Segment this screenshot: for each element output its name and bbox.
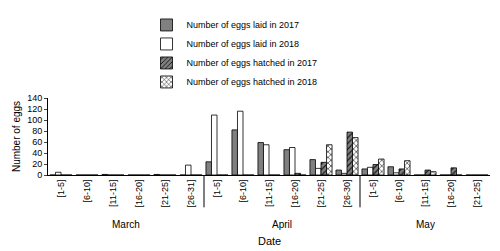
svg-text:May: May (416, 219, 435, 230)
svg-text:March: March (112, 219, 140, 230)
svg-text:[26-30]: [26-30] (342, 180, 352, 208)
svg-text:Date: Date (258, 235, 281, 247)
svg-text:[26-31]: [26-31] (186, 180, 196, 208)
svg-text:[21-25]: [21-25] (472, 180, 482, 208)
svg-text:[6-10]: [6-10] (82, 180, 92, 203)
svg-text:[6-10]: [6-10] (238, 180, 248, 203)
svg-text:0: 0 (37, 170, 42, 180)
svg-text:[6-10]: [6-10] (394, 180, 404, 203)
svg-text:[1-5]: [1-5] (212, 180, 222, 198)
svg-text:[16-20]: [16-20] (446, 180, 456, 208)
svg-text:Number of eggs hatched in 2017: Number of eggs hatched in 2017 (187, 58, 318, 68)
svg-text:April: April (272, 219, 292, 230)
svg-text:[1-5]: [1-5] (56, 180, 66, 198)
svg-text:[21-25]: [21-25] (160, 180, 170, 208)
svg-text:40: 40 (32, 148, 42, 158)
svg-text:Number of eggs laid in 2018: Number of eggs laid in 2018 (187, 39, 300, 49)
svg-text:Number of eggs laid in 2017: Number of eggs laid in 2017 (187, 20, 300, 30)
svg-text:[11-15]: [11-15] (108, 180, 118, 207)
svg-text:20: 20 (32, 159, 42, 169)
svg-text:[16-20]: [16-20] (290, 180, 300, 208)
svg-text:80: 80 (32, 126, 42, 136)
svg-text:60: 60 (32, 137, 42, 147)
svg-text:[11-15]: [11-15] (264, 180, 274, 207)
svg-text:Number of eggs hatched in 2018: Number of eggs hatched in 2018 (187, 77, 318, 87)
svg-text:[1-5]: [1-5] (368, 180, 378, 198)
svg-text:Number of eggs: Number of eggs (11, 101, 22, 172)
svg-text:[11-15]: [11-15] (420, 180, 430, 207)
svg-text:120: 120 (27, 104, 42, 114)
svg-text:140: 140 (27, 93, 42, 103)
svg-text:[16-20]: [16-20] (134, 180, 144, 208)
svg-text:100: 100 (27, 115, 42, 125)
svg-text:[21-25]: [21-25] (316, 180, 326, 208)
